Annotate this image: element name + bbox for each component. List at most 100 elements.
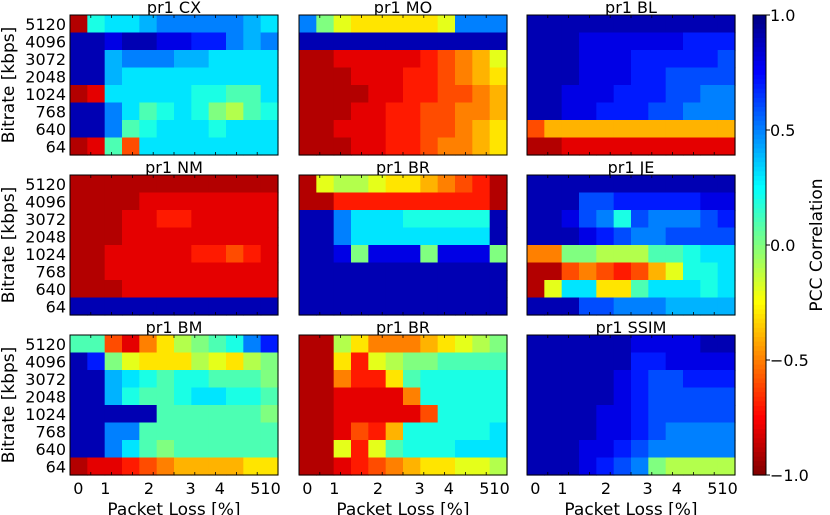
- heatmap-cell: [87, 175, 106, 194]
- heatmap-cell: [385, 67, 404, 86]
- heatmap-cell: [455, 192, 473, 211]
- heatmap-cell: [437, 405, 456, 424]
- panel-title: pr1 CX: [147, 0, 201, 17]
- heatmap-cell: [260, 102, 279, 121]
- heatmap-cell: [174, 15, 192, 34]
- heatmap-cell: [208, 32, 227, 51]
- heatmap-cell: [351, 102, 369, 121]
- colorbar-tick-label: 1.0: [770, 6, 795, 25]
- heatmap-cell: [613, 50, 632, 69]
- heatmap-cell: [316, 15, 335, 34]
- heatmap-cell: [260, 85, 279, 104]
- x-tick-label: 0: [302, 479, 312, 498]
- colorbar-step: [753, 180, 766, 186]
- heatmap-cell: [489, 280, 508, 299]
- panel-title: pr1 MO: [374, 0, 432, 17]
- heatmap-cell: [613, 405, 632, 424]
- heatmap-cell: [226, 370, 244, 389]
- heatmap-cell: [544, 440, 563, 459]
- heatmap-cell: [333, 245, 352, 264]
- heatmap-cell: [316, 422, 335, 441]
- heatmap-cell: [351, 50, 369, 69]
- heatmap-cell: [665, 440, 684, 459]
- heatmap-cell: [579, 32, 597, 51]
- heatmap-cell: [385, 102, 404, 121]
- heatmap-cell: [717, 67, 736, 86]
- heatmap-cell: [174, 85, 192, 104]
- heatmap-cell: [122, 262, 140, 281]
- heatmap-cell: [299, 440, 317, 459]
- heatmap-cell: [70, 67, 88, 86]
- heatmap-cell: [596, 15, 615, 34]
- heatmap-cell: [648, 32, 667, 51]
- heatmap-panel: pr1 BM5120409630722048102476864064Bitrat…: [0, 318, 281, 515]
- heatmap-cell: [579, 262, 597, 281]
- colorbar-step: [753, 116, 766, 122]
- heatmap-cell: [299, 120, 317, 139]
- heatmap-cell: [333, 297, 352, 316]
- heatmap-cell: [368, 262, 387, 281]
- heatmap-cell: [70, 387, 88, 406]
- heatmap-cell: [368, 227, 387, 246]
- heatmap-cell: [316, 370, 335, 389]
- heatmap-cell: [472, 137, 491, 156]
- heatmap-cell: [174, 192, 192, 211]
- heatmap-cell: [174, 102, 192, 121]
- x-axis-label: Packet Loss [%]: [336, 500, 469, 515]
- heatmap-cell: [333, 15, 352, 34]
- heatmap-cell: [579, 85, 597, 104]
- heatmap-cell: [226, 422, 244, 441]
- colorbar-step: [753, 28, 766, 34]
- heatmap-panel: pr1 MO: [298, 0, 508, 156]
- heatmap-cell: [561, 15, 580, 34]
- heatmap-cell: [70, 440, 88, 459]
- heatmap-cell: [174, 335, 192, 354]
- heatmap-cell: [544, 352, 563, 371]
- colorbar-step: [753, 350, 766, 356]
- heatmap-cell: [191, 67, 210, 86]
- heatmap-cell: [527, 210, 545, 229]
- heatmap-cell: [385, 280, 404, 299]
- heatmap-cell: [561, 102, 580, 121]
- heatmap-cell: [351, 32, 369, 51]
- heatmap-cell: [455, 370, 473, 389]
- heatmap-cell: [631, 280, 649, 299]
- colorbar-step: [753, 360, 766, 366]
- heatmap-cell: [260, 32, 279, 51]
- heatmap-cell: [579, 245, 597, 264]
- y-tick-label: 1024: [25, 85, 66, 104]
- heatmap-cell: [299, 67, 317, 86]
- heatmap-cell: [174, 422, 192, 441]
- heatmap-cell: [420, 262, 439, 281]
- heatmap-cell: [665, 102, 684, 121]
- heatmap-cell: [489, 50, 508, 69]
- heatmap-cell: [333, 102, 352, 121]
- heatmap-cell: [403, 102, 421, 121]
- heatmap-cell: [631, 405, 649, 424]
- heatmap-cell: [648, 85, 667, 104]
- heatmap-cell: [139, 50, 158, 69]
- heatmap-cell: [544, 387, 563, 406]
- heatmap-cell: [299, 85, 317, 104]
- heatmap-cell: [437, 175, 456, 194]
- colorbar: 1.0 0.5 0.0 −0.5 −1.0 PCC Correlation: [752, 6, 827, 485]
- colorbar-step: [753, 314, 766, 320]
- heatmap-cell: [351, 297, 369, 316]
- heatmap-cell: [683, 370, 701, 389]
- heatmap-cell: [455, 102, 473, 121]
- heatmap-cell: [139, 15, 158, 34]
- heatmap-cell: [648, 137, 667, 156]
- heatmap-cell: [489, 32, 508, 51]
- heatmap-cell: [613, 102, 632, 121]
- heatmap-cell: [544, 405, 563, 424]
- heatmap-cell: [648, 227, 667, 246]
- heatmap-cell: [437, 335, 456, 354]
- heatmap-cell: [191, 370, 210, 389]
- heatmap-cell: [226, 210, 244, 229]
- heatmap-cell: [717, 15, 736, 34]
- heatmap-cell: [351, 262, 369, 281]
- heatmap-cell: [437, 297, 456, 316]
- heatmap-cell: [527, 280, 545, 299]
- heatmap-cell: [243, 280, 262, 299]
- heatmap-cell: [351, 120, 369, 139]
